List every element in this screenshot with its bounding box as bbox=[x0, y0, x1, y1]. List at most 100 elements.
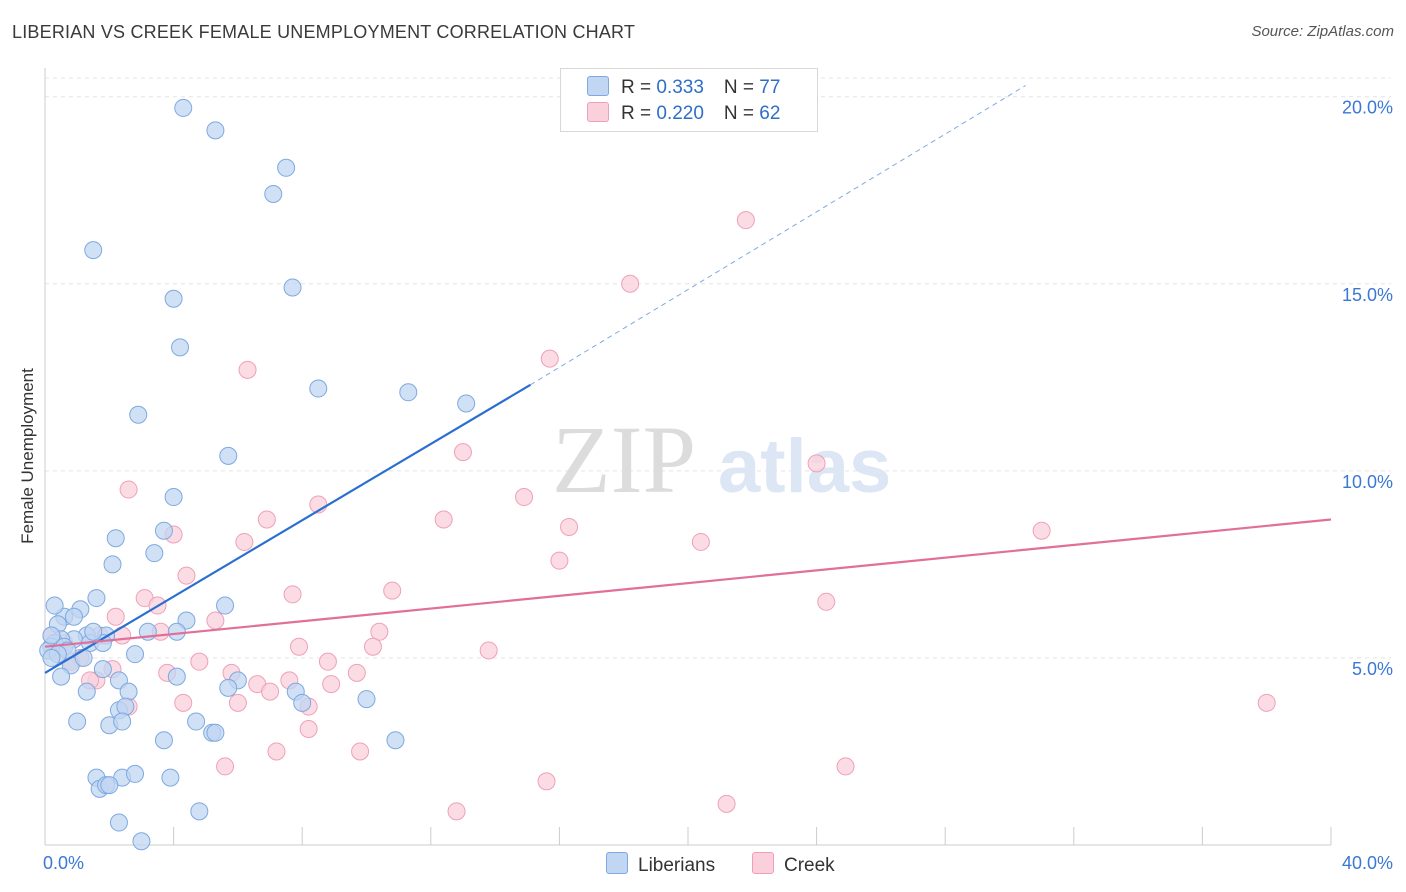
creek-point bbox=[560, 517, 579, 536]
creek-point bbox=[717, 794, 736, 813]
liberian-point bbox=[154, 521, 173, 540]
x-tick-label: 40.0% bbox=[1342, 853, 1393, 873]
y-tick-label: 15.0% bbox=[1342, 285, 1393, 305]
creek-trend-line bbox=[44, 518, 1332, 648]
creek-point bbox=[363, 637, 382, 656]
liberian-point bbox=[206, 723, 225, 742]
liberian-point bbox=[386, 731, 405, 750]
y-tick-label: 10.0% bbox=[1342, 472, 1393, 492]
tick-label-layer: 5.0% 10.0% 15.0% 20.0% 0.0% 40.0% bbox=[43, 98, 1393, 873]
creek-point bbox=[289, 637, 308, 656]
creek-point bbox=[261, 682, 280, 701]
creek-point bbox=[383, 581, 402, 600]
liberian-point bbox=[399, 383, 418, 402]
liberian-point bbox=[45, 596, 64, 615]
liberian-point bbox=[93, 660, 112, 679]
creek-point bbox=[736, 211, 755, 230]
liberian-point bbox=[154, 731, 173, 750]
liberian-point bbox=[164, 289, 183, 308]
liberian-point bbox=[126, 764, 145, 783]
creek-point bbox=[537, 772, 556, 791]
creek-point bbox=[347, 663, 366, 682]
liberians-trend-line bbox=[44, 383, 532, 674]
liberian-point bbox=[293, 693, 312, 712]
liberian-point bbox=[164, 488, 183, 507]
y-tick-label: 5.0% bbox=[1352, 659, 1393, 679]
liberian-point bbox=[190, 802, 209, 821]
creek-point bbox=[479, 641, 498, 660]
liberian-point bbox=[283, 278, 302, 297]
creek-point bbox=[370, 622, 389, 641]
creek-point bbox=[322, 675, 341, 694]
creek-point bbox=[1257, 693, 1276, 712]
creek-point bbox=[434, 510, 453, 529]
creek-point bbox=[540, 349, 559, 368]
correlation-legend: R = 0.333 N = 77 R = 0.220 N = 62 bbox=[560, 68, 818, 132]
liberian-point bbox=[109, 813, 128, 832]
liberian-point bbox=[126, 645, 145, 664]
creek-point bbox=[283, 585, 302, 604]
axis-layer bbox=[44, 68, 1332, 846]
liberian-point bbox=[264, 184, 283, 203]
creek-point bbox=[299, 720, 318, 739]
liberian-point bbox=[309, 379, 328, 398]
legend-n-label: N = bbox=[723, 77, 760, 98]
y-axis-label: Female Unemployment bbox=[18, 368, 37, 544]
creek-point bbox=[447, 802, 466, 821]
creek-point bbox=[228, 693, 247, 712]
liberians-swatch bbox=[587, 76, 609, 96]
watermark-atlas: atlas bbox=[718, 424, 891, 509]
creek-point bbox=[238, 360, 257, 379]
creek-point bbox=[318, 652, 337, 671]
liberian-point bbox=[106, 529, 125, 548]
legend-r-value: 0.333 bbox=[656, 77, 704, 98]
legend-n-label: N = bbox=[723, 103, 760, 124]
creek-point bbox=[119, 480, 138, 499]
liberian-point bbox=[174, 98, 193, 117]
liberian-point bbox=[357, 690, 376, 709]
liberian-point bbox=[52, 667, 71, 686]
creek-point bbox=[235, 532, 254, 551]
creek-point bbox=[267, 742, 286, 761]
creek-point bbox=[174, 693, 193, 712]
creek-point bbox=[351, 742, 370, 761]
liberian-point bbox=[145, 544, 164, 563]
x-tick-label: 0.0% bbox=[43, 853, 84, 873]
legend-row-liberians: R = 0.333 N = 77 bbox=[587, 76, 780, 100]
chart-title: LIBERIAN VS CREEK FEMALE UNEMPLOYMENT CO… bbox=[12, 22, 636, 42]
creek-point bbox=[1032, 521, 1051, 540]
liberian-point bbox=[103, 555, 122, 574]
liberian-point bbox=[277, 158, 296, 177]
liberian-point bbox=[77, 682, 96, 701]
liberian-point bbox=[187, 712, 206, 731]
liberian-point bbox=[74, 648, 93, 667]
creek-point bbox=[817, 592, 836, 611]
liberian-point bbox=[167, 667, 186, 686]
liberian-point bbox=[161, 768, 180, 787]
creek-point bbox=[550, 551, 569, 570]
watermark: ZIP atlas bbox=[552, 406, 891, 513]
legend-r-label: R = bbox=[621, 103, 657, 124]
source-label: Source: ZipAtlas.com bbox=[1251, 23, 1394, 40]
liberians-legend-swatch bbox=[606, 852, 628, 874]
bottom-legend-liberians[interactable]: Liberians bbox=[606, 852, 715, 877]
liberian-point bbox=[132, 832, 151, 851]
liberian-point bbox=[113, 712, 132, 731]
creek-point bbox=[691, 532, 710, 551]
liberian-point bbox=[171, 338, 190, 357]
liberian-point bbox=[64, 607, 83, 626]
liberian-point bbox=[216, 596, 235, 615]
creek-point bbox=[621, 274, 640, 293]
liberian-point bbox=[100, 776, 119, 795]
trend-layer bbox=[44, 85, 1332, 674]
liberian-point bbox=[116, 697, 135, 716]
liberian-point bbox=[84, 241, 103, 260]
liberians-trend-extension bbox=[530, 85, 1026, 386]
legend-r-value: 0.220 bbox=[656, 103, 704, 124]
liberian-point bbox=[68, 712, 87, 731]
watermark-zip: ZIP bbox=[552, 406, 696, 513]
y-tick-label: 20.0% bbox=[1342, 98, 1393, 118]
liberian-point bbox=[219, 678, 238, 697]
bottom-legend-creek[interactable]: Creek bbox=[752, 852, 835, 877]
